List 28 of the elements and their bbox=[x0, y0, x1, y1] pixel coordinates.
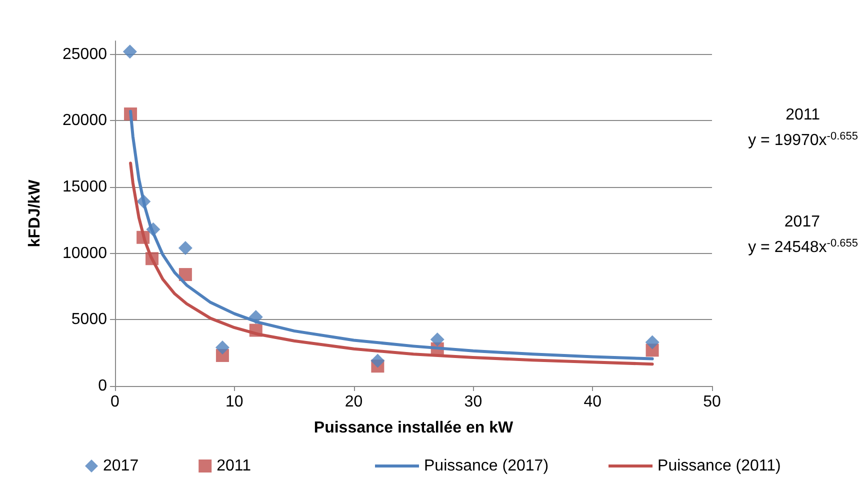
legend-label: Puissance (2017) bbox=[424, 458, 549, 474]
y-axis-title: kFDJ/kW bbox=[26, 178, 44, 248]
legend-label: 2017 bbox=[103, 458, 139, 474]
y-tick-label: 10000 bbox=[62, 244, 108, 262]
x-tick-label: 10 bbox=[226, 394, 244, 410]
x-tick-label: 0 bbox=[110, 394, 120, 410]
line-series bbox=[129, 162, 654, 366]
y-tick-label: 0 bbox=[98, 378, 108, 394]
point bbox=[122, 44, 137, 59]
legend-label: Puissance (2011) bbox=[658, 458, 781, 474]
legend-label: 2011 bbox=[216, 458, 252, 474]
x-tick-label: 40 bbox=[584, 394, 602, 410]
point bbox=[215, 340, 230, 355]
point bbox=[430, 332, 444, 347]
y-tick-label: 15000 bbox=[62, 178, 108, 196]
x-tick-label: 20 bbox=[344, 394, 363, 410]
point bbox=[178, 268, 192, 282]
text: 2017 bbox=[784, 214, 820, 230]
point bbox=[645, 335, 660, 350]
y-tick-label: 25000 bbox=[62, 46, 108, 63]
x-tick-label: 50 bbox=[703, 394, 721, 410]
x-axis-title: Puissance installée en kW bbox=[314, 420, 514, 436]
point bbox=[370, 354, 385, 368]
y-tick-label: 20000 bbox=[62, 112, 108, 130]
x-tick-label: 30 bbox=[464, 394, 482, 410]
text: 2011 bbox=[786, 106, 820, 124]
y-tick-label: 5000 bbox=[71, 311, 108, 328]
point bbox=[178, 241, 192, 255]
